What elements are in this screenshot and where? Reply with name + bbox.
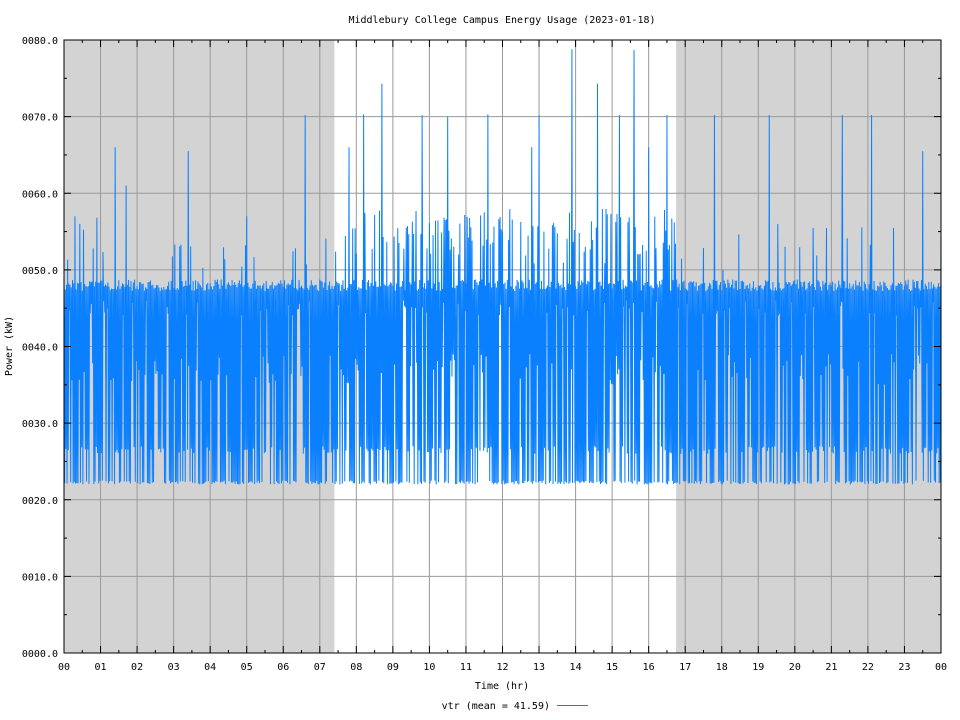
x-tick-label: 12: [496, 662, 508, 673]
x-tick-label: 04: [204, 662, 216, 673]
x-tick-label: 01: [95, 662, 107, 673]
x-tick-label: 22: [862, 662, 874, 673]
x-tick-label: 08: [350, 662, 362, 673]
y-tick-label: 0050.0: [22, 266, 58, 277]
x-tick-label: 14: [570, 662, 582, 673]
axis-ticks: 00 01 02 03 04 05 06 07 08 09 10 11 12 13 14 15 16 17 18 19…: [22, 36, 947, 673]
y-tick-label: 0080.0: [22, 36, 58, 47]
x-tick-label: 03: [168, 662, 180, 673]
y-tick-label: 0000.0: [22, 649, 58, 660]
x-tick-label: 11: [460, 662, 472, 673]
x-tick-label: 21: [825, 662, 837, 673]
series-line-vtr: [63, 49, 942, 485]
series-lines: [63, 49, 942, 485]
x-tick-label: 13: [533, 662, 545, 673]
x-tick-label: 07: [314, 662, 326, 673]
y-tick-label: 0030.0: [22, 419, 58, 430]
x-tick-label: 02: [131, 662, 143, 673]
x-tick-label: 09: [387, 662, 399, 673]
y-tick-label: 0020.0: [22, 496, 58, 507]
x-tick-label: 00: [58, 662, 70, 673]
x-tick-label: 18: [716, 662, 728, 673]
y-tick-label: 0040.0: [22, 343, 58, 354]
x-tick-label: 00: [935, 662, 947, 673]
x-tick-label: 15: [606, 662, 618, 673]
x-tick-label: 05: [241, 662, 253, 673]
legend-label: vtr (mean = 41.59): [442, 701, 550, 712]
x-tick-label: 20: [789, 662, 801, 673]
x-tick-label: 19: [752, 662, 764, 673]
legend: vtr (mean = 41.59): [442, 701, 588, 712]
y-tick-label: 0060.0: [22, 189, 58, 200]
x-tick-label: 17: [679, 662, 691, 673]
y-axis-label: Power (kW): [4, 316, 15, 376]
x-tick-label: 16: [643, 662, 655, 673]
x-tick-label: 10: [423, 662, 435, 673]
y-tick-label: 0070.0: [22, 113, 58, 124]
x-axis-label: Time (hr): [475, 681, 529, 692]
x-tick-label: 06: [277, 662, 289, 673]
x-tick-label: 23: [898, 662, 910, 673]
chart-title: Middlebury College Campus Energy Usage (…: [348, 15, 655, 26]
y-tick-label: 0010.0: [22, 572, 58, 583]
